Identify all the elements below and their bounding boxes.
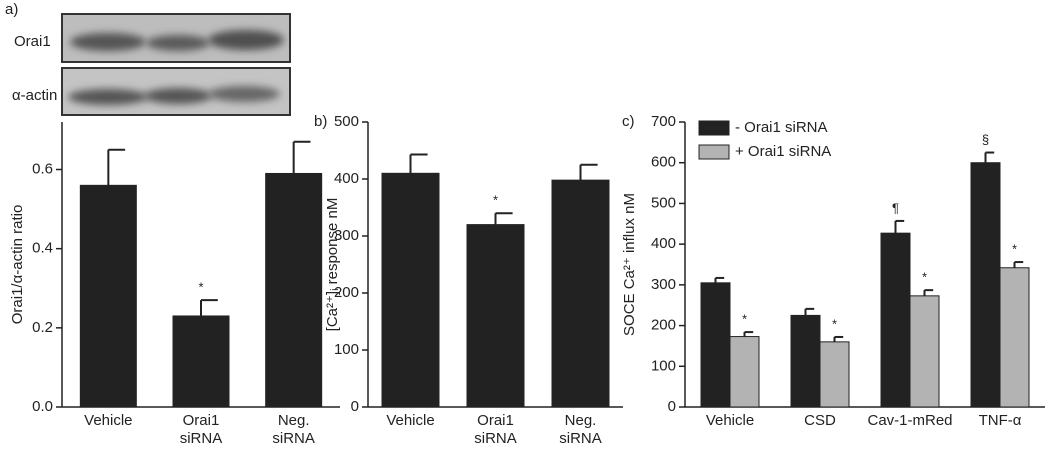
x-tick-label: Neg. siRNA: [559, 412, 602, 447]
bar: [999, 267, 1030, 408]
y-axis-label: [Ca²⁺]ᵢ response nM: [324, 198, 341, 332]
y-tick-label: 400: [651, 235, 676, 252]
blot-label: α-actin: [12, 87, 57, 104]
bar: [466, 224, 525, 408]
bar: [79, 184, 137, 408]
x-tick-label: TNF-α: [978, 412, 1022, 429]
y-tick-label: 0.6: [32, 160, 53, 177]
y-tick-label: 100: [334, 341, 359, 358]
y-axis-label: SOCE Ca²⁺ influx nM: [621, 193, 638, 336]
bar: [700, 282, 731, 408]
y-tick-label: 0: [668, 398, 676, 415]
blot-label: Orai1: [14, 33, 51, 50]
annotation: *: [742, 312, 747, 327]
blot-orai1: [61, 13, 291, 63]
x-tick-label: Orai1 siRNA: [179, 412, 223, 447]
x-tick-label: Vehicle: [84, 412, 133, 429]
annotation: §: [982, 132, 989, 147]
legend-label: + Orai1 siRNA: [735, 143, 831, 160]
bar: [172, 315, 230, 408]
bar: [909, 295, 940, 408]
bar: [381, 172, 440, 408]
legend-swatch: [698, 144, 730, 160]
panel-label: b): [314, 113, 327, 130]
annotation: *: [198, 280, 203, 295]
x-tick-label: Neg. siRNA: [272, 412, 315, 447]
legend-swatch: [698, 120, 730, 136]
bar: [819, 341, 850, 408]
y-tick-label: 0.2: [32, 319, 53, 336]
blot-actin: [61, 67, 291, 116]
x-tick-label: Cav-1-mRed: [867, 412, 953, 429]
bar: [880, 232, 911, 408]
legend-label: - Orai1 siRNA: [735, 119, 828, 136]
x-tick-label: Orai1 siRNA: [474, 412, 517, 447]
x-tick-label: Vehicle: [705, 412, 755, 429]
x-tick-label: CSD: [804, 412, 836, 429]
bar: [265, 172, 323, 408]
y-tick-label: 600: [651, 154, 676, 171]
bar: [970, 162, 1001, 408]
y-tick-label: 500: [334, 113, 359, 130]
bar: [729, 336, 760, 408]
y-tick-label: 0.0: [32, 398, 53, 415]
bar: [551, 179, 610, 408]
annotation: ¶: [892, 200, 899, 215]
y-tick-label: 200: [651, 317, 676, 334]
panel-label: c): [622, 113, 635, 130]
bar: [790, 314, 821, 408]
annotation: *: [493, 193, 498, 208]
y-tick-label: 300: [651, 276, 676, 293]
y-tick-label: 200: [334, 284, 359, 301]
y-tick-label: 500: [651, 194, 676, 211]
panel-label: a): [5, 1, 18, 18]
x-tick-label: Vehicle: [386, 412, 435, 429]
annotation: *: [832, 316, 837, 331]
annotation: *: [922, 270, 927, 285]
y-tick-label: 0: [351, 398, 359, 415]
y-tick-label: 100: [651, 357, 676, 374]
y-axis-label: Orai1/α-actin ratio: [9, 205, 26, 325]
y-tick-label: 700: [651, 113, 676, 130]
y-tick-label: 300: [334, 227, 359, 244]
annotation: *: [1012, 241, 1017, 256]
y-tick-label: 400: [334, 170, 359, 187]
y-tick-label: 0.4: [32, 240, 53, 257]
